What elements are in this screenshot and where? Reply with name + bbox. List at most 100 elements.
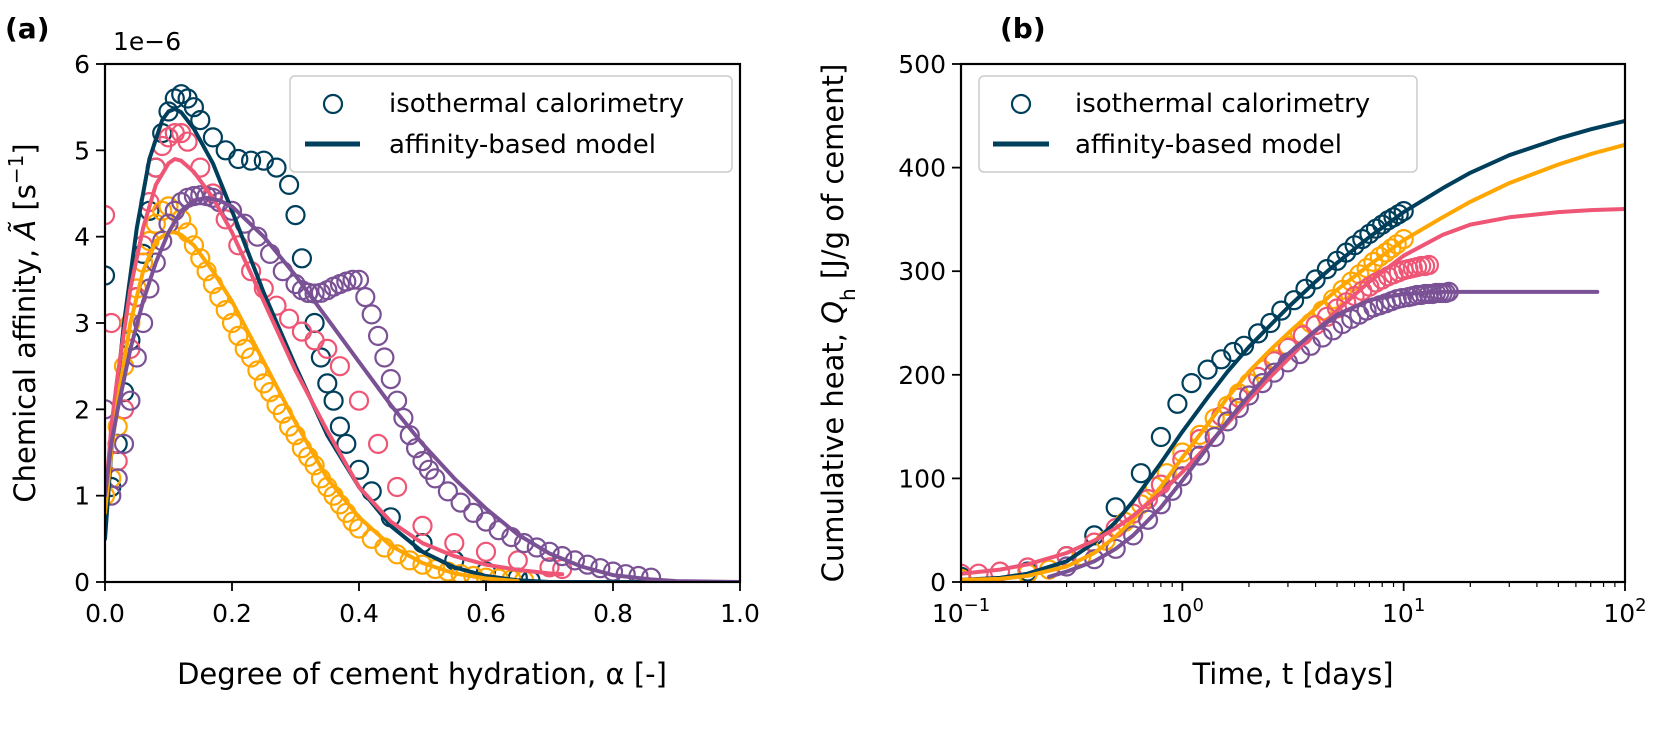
panel-a-purple-observed-point xyxy=(113,433,135,454)
panel-a-purple-observed-point xyxy=(393,407,414,429)
panel-a-navy-observed-point xyxy=(202,127,223,148)
panel-a-yticks: 0 1 2 3 4 5 6 xyxy=(74,50,105,597)
panel-a-navy-observed-point xyxy=(228,148,249,170)
panel-a-pink-model-line xyxy=(105,157,565,577)
panel-b-xtick-label: 101 xyxy=(1382,595,1425,628)
panel-b-navy-observed-point xyxy=(1105,497,1126,518)
panel-b-pink-observed-point xyxy=(1418,254,1440,276)
panel-b-purple-observed-point xyxy=(1189,445,1211,466)
panel-a-ylabel: Chemical affinity, Ã [s−1] xyxy=(4,143,42,502)
panel-b-navy-observed-point xyxy=(1150,426,1172,448)
panel-a-navy-observed-point xyxy=(285,205,306,226)
panel-a-navy-observed-point xyxy=(266,157,287,178)
panel-a-purple-observed-point xyxy=(221,200,243,221)
panel-b-xlabel: Time, t [days] xyxy=(1191,657,1393,691)
panel-a-orange-observed-point xyxy=(190,248,211,269)
panel-a-label: (a) xyxy=(5,12,50,45)
panel-b-purple-observed-point xyxy=(1137,509,1159,530)
panel-a-legend-marker-calorimetry xyxy=(322,93,344,115)
panel-a-pink-observed-point xyxy=(291,321,312,342)
panel-b-navy-model-line xyxy=(961,119,1625,582)
panel-b-purple-observed-point xyxy=(1264,362,1285,383)
panel-a-pink-observed-point xyxy=(177,131,198,152)
panel-a-ytick-label: 2 xyxy=(74,395,90,424)
panel-a-purple-observed-point xyxy=(247,226,268,247)
panel-a-purple-observed-point xyxy=(368,325,389,346)
panel-a-pink-observed-point xyxy=(279,308,300,329)
panel-b-pink-observed-point xyxy=(1137,489,1159,510)
panel-a-legend-model: affinity-based model xyxy=(389,130,656,160)
panel-a-navy-observed-point xyxy=(279,174,300,195)
panel-a-legend-calorimetry: isothermal calorimetry xyxy=(389,89,684,119)
panel-a-orange-observed-point xyxy=(228,325,249,346)
panel-a-pink-observed-point xyxy=(387,476,408,498)
panel-b-navy-observed-point xyxy=(1260,312,1281,334)
panel-a-xlabel: Degree of cement hydration, α [-] xyxy=(177,657,667,691)
panel-a-pink-observed-point xyxy=(329,356,350,377)
panel-b-navy-observed-point xyxy=(1167,393,1188,414)
panel-a-pink-observed-point xyxy=(348,390,370,411)
panel-a-xtick-label: 0.0 xyxy=(85,599,125,628)
panel-b-purple-observed-point xyxy=(1172,466,1193,487)
panel-b-purple-observed-point xyxy=(1312,327,1333,348)
panel-a-navy-observed-point xyxy=(323,390,344,411)
panel-b-ytick-label: 100 xyxy=(898,464,946,493)
panel-b-xtick-label: 100 xyxy=(1161,595,1204,628)
panel-b-ytick-label: 500 xyxy=(898,50,946,79)
panel-a-orange-observed-point xyxy=(145,213,166,234)
panel-a-navy-observed-point xyxy=(241,150,262,171)
panel-a-pink-observed-point xyxy=(304,330,325,351)
panel-a-xticks: 0.0 0.2 0.4 0.6 0.8 1.0 xyxy=(85,582,760,628)
panel-a-navy-observed-point xyxy=(304,312,325,334)
panel-a-purple-observed-point xyxy=(437,481,458,502)
panel-a-ytick-label: 1 xyxy=(74,482,90,511)
panel-b-purple-observed-point xyxy=(1391,288,1412,309)
panel-a-pink-observed-point xyxy=(317,338,338,359)
panel-a-ytick-label: 4 xyxy=(74,223,90,252)
panel-a-navy-observed-point xyxy=(336,433,357,454)
panel-a-purple-observed-point xyxy=(183,186,204,207)
panel-a-purple-observed-point xyxy=(298,282,319,303)
panel-b-legend-marker-calorimetry xyxy=(1010,93,1032,115)
panel-a-pink-observed-point xyxy=(158,127,179,148)
panel-a-ytick-label: 0 xyxy=(74,568,90,597)
panel-a-navy-observed-point xyxy=(105,265,116,286)
panel-a-xtick-label: 0.2 xyxy=(212,599,252,628)
panel-a-purple-observed-point xyxy=(425,468,446,489)
panel-a-legend: isothermal calorimetry affinity-based mo… xyxy=(289,75,733,173)
panel-a-purple-observed-point xyxy=(374,347,395,368)
panel-b-purple-observed-point xyxy=(1105,538,1126,559)
panel-b-purple-observed-point xyxy=(1123,525,1144,546)
panel-b-navy-observed-point xyxy=(1372,214,1393,235)
panel-a-purple-observed-point xyxy=(526,537,547,558)
panel-b-series xyxy=(961,119,1625,582)
panel-b-ytick-label: 400 xyxy=(898,154,946,183)
panel-a-orange-model-line xyxy=(105,230,520,582)
panel-b-navy-observed-point xyxy=(1283,290,1305,311)
panel-b-legend-model: affinity-based model xyxy=(1075,130,1342,160)
panel-b-legend-box xyxy=(978,75,1418,173)
panel-a-navy-observed-point xyxy=(317,373,338,394)
panel-a-purple-observed-point xyxy=(355,287,376,308)
panel-b-orange-observed-point xyxy=(1393,229,1414,250)
panel-b-purple-observed-point xyxy=(1252,373,1273,394)
panel-a-series xyxy=(105,84,740,582)
panel-a-ytick-label: 3 xyxy=(74,309,90,338)
panel-b-navy-observed-point xyxy=(1247,323,1269,344)
panel-a-navy-observed-point xyxy=(215,140,236,161)
panel-a-offset-text: 1e−6 xyxy=(113,27,181,56)
panel-a-purple-model-line xyxy=(105,195,740,582)
panel-b-purple-observed-point xyxy=(1204,426,1225,448)
panel-b-label: (b) xyxy=(1000,12,1046,45)
panel-b-navy-observed-point xyxy=(1181,373,1202,394)
panel-b-navy-observed-point xyxy=(1197,359,1218,380)
panel-a: (a) 1e−6 0.0 0.2 0.4 0.6 0.8 1.0 0 1 2 3 4 5 6 Degr… xyxy=(4,12,760,691)
panel-b-axes-frame xyxy=(959,62,1627,584)
panel-b-navy-observed-point xyxy=(1393,201,1414,222)
panel-a-xtick-label: 0.8 xyxy=(593,599,633,628)
panel-b: (b) 10−1 100 101 102 0 100 200 300 400 500 Time,… xyxy=(816,12,1647,691)
panel-b-navy-observed-point xyxy=(1271,300,1292,321)
panel-a-purple-observed-point xyxy=(105,485,122,506)
panel-a-navy-observed-point xyxy=(190,109,211,131)
